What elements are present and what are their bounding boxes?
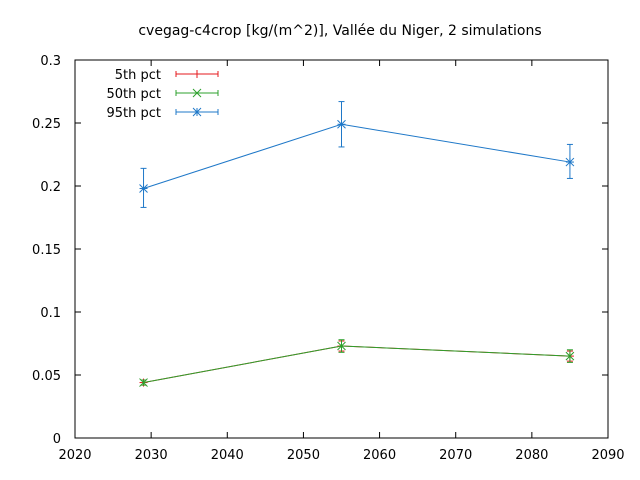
legend: 5th pct 50th pct 95th pct <box>106 68 219 121</box>
series-line <box>143 345 570 384</box>
marker-stroke <box>139 378 148 387</box>
marker-stroke <box>337 119 346 129</box>
legend-marker <box>193 70 201 78</box>
x-axis: 2020 2030 2040 2050 2060 2070 2080 2090 <box>58 60 625 463</box>
y-axis: 0 0.05 0.1 0.15 0.2 0.25 0.3 <box>32 54 608 447</box>
series-5th-pct <box>139 340 574 387</box>
x-tick-label: 2070 <box>439 448 472 463</box>
legend-label: 5th pct <box>115 68 161 83</box>
marker-stroke <box>565 157 575 167</box>
y-tick-label: 0.25 <box>32 117 61 132</box>
data-point <box>139 184 148 193</box>
data-point <box>337 341 346 351</box>
legend-label: 95th pct <box>106 106 161 121</box>
x-tick-label: 2060 <box>363 448 396 463</box>
x-tick-label: 2080 <box>515 448 548 463</box>
y-tick-label: 0.15 <box>32 243 61 258</box>
x-tick-label: 2040 <box>211 448 244 463</box>
y-tick-label: 0 <box>53 432 61 447</box>
data-point <box>565 157 575 167</box>
chart-title: cvegag-c4crop [kg/(m^2)], Vallée du Nige… <box>138 23 541 39</box>
data-point <box>139 378 148 387</box>
series-line <box>143 123 571 189</box>
legend-item: 50th pct <box>106 87 219 102</box>
legend-item: 5th pct <box>115 68 219 83</box>
marker-stroke <box>139 184 148 193</box>
y-tick-label: 0.1 <box>40 306 61 321</box>
series-50th-pct <box>139 339 575 387</box>
marker-stroke <box>192 88 202 98</box>
y-tick-label: 0.3 <box>40 54 61 69</box>
data-point <box>337 119 346 129</box>
marker-stroke <box>192 107 202 117</box>
x-tick-label: 2030 <box>135 448 168 463</box>
marker-stroke <box>565 351 575 361</box>
series-95th-pct <box>139 101 575 208</box>
marker-stroke <box>337 341 346 351</box>
data-point <box>565 351 575 361</box>
legend-marker <box>192 107 202 117</box>
legend-marker <box>192 88 202 98</box>
legend-item: 95th pct <box>106 106 219 121</box>
x-tick-label: 2090 <box>591 448 624 463</box>
y-tick-label: 0.05 <box>32 369 61 384</box>
legend-label: 50th pct <box>106 87 161 102</box>
series-group <box>139 101 575 387</box>
series-line <box>143 345 570 384</box>
x-tick-label: 2020 <box>58 448 91 463</box>
x-tick-label: 2050 <box>287 448 320 463</box>
y-tick-label: 0.2 <box>40 180 61 195</box>
